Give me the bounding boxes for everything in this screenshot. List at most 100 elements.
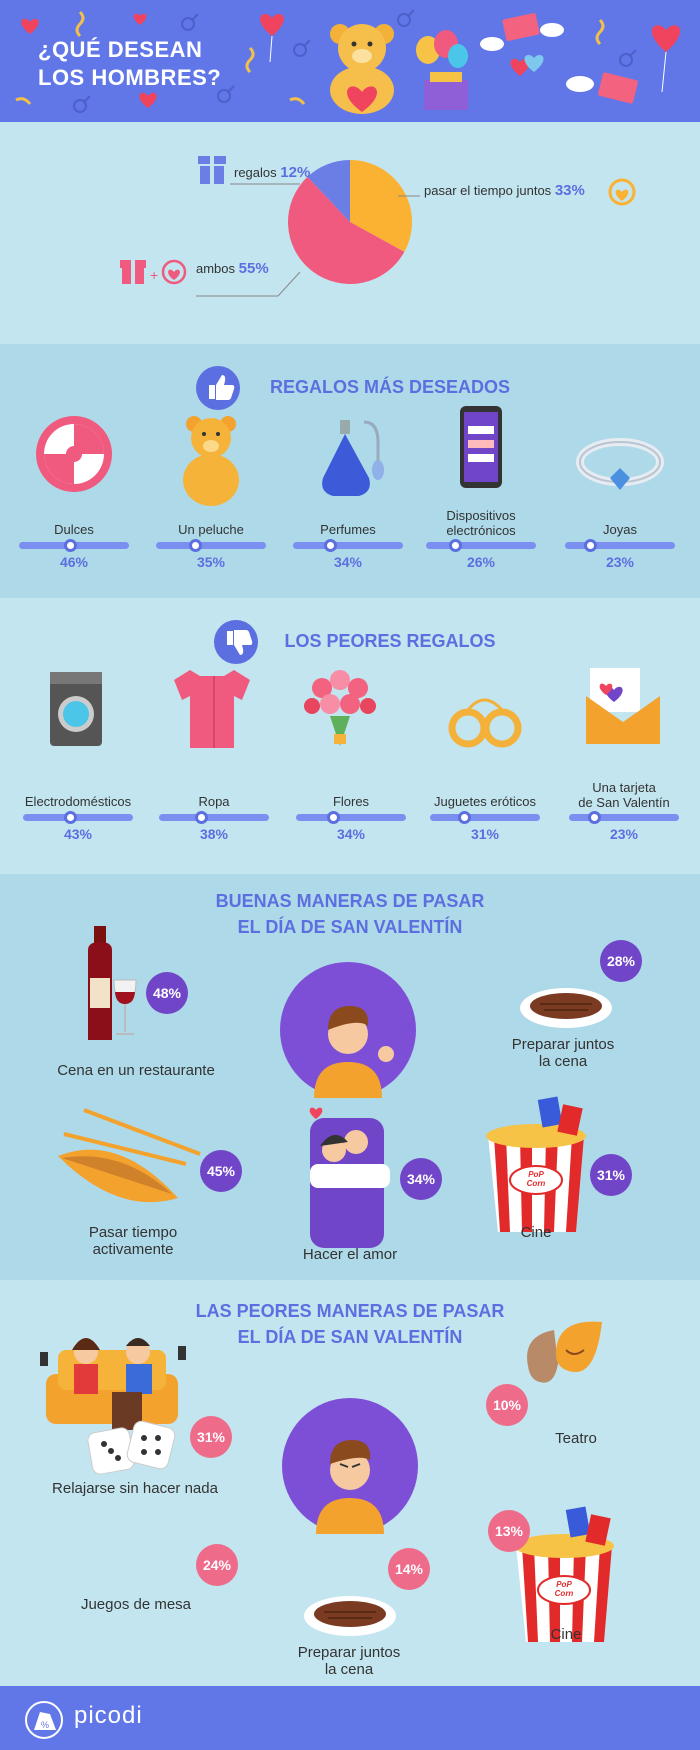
caption-juegos: Juegos de mesa — [80, 1596, 192, 1613]
pie-label-ambos-pct: 55% — [238, 260, 269, 277]
value-bar-knob — [588, 811, 602, 824]
caption-line-1: Pasar tiempo — [88, 1224, 178, 1241]
caption-line-2: la cena — [538, 1053, 588, 1070]
thumbs-down-icon — [214, 620, 258, 664]
item-label: Ropa — [198, 794, 230, 809]
value-label: 23% — [605, 554, 635, 570]
title-line-2: LOS HOMBRES? — [38, 65, 222, 90]
pie-label-tiempo: pasar el tiempo juntos 33% — [424, 182, 585, 199]
bubble-cena-restaurante: 48% — [146, 972, 188, 1014]
caption-line-2: la cena — [324, 1661, 374, 1678]
value-bar — [565, 539, 675, 552]
bubble-cine: 13% — [488, 1510, 530, 1552]
svg-text:%: % — [41, 1720, 49, 1730]
value-label: 23% — [609, 826, 639, 842]
bubble-tiempo-activo: 45% — [200, 1150, 242, 1192]
popcorn-label-2: Corn — [554, 1589, 574, 1598]
pie-label-regalos: regalos 12% — [234, 164, 310, 181]
item-label: Una tarjeta de San Valentín — [564, 780, 684, 810]
teddy-bear-icon — [183, 416, 239, 506]
shirt-icon — [174, 670, 250, 748]
item-label: Perfumes — [320, 522, 376, 537]
item-label: Dulces — [54, 522, 94, 537]
value-bar-knob — [63, 539, 77, 552]
most-wanted-gifts-section: REGALOS MÁS DESEADOS — [0, 344, 700, 598]
pie-label-regalos-pct: 12% — [280, 164, 311, 181]
footer: % picodi — [0, 1686, 700, 1750]
bubble-teatro: 10% — [486, 1384, 528, 1426]
ring-icon — [576, 438, 664, 490]
item-label: Dispositivos electrónicos — [421, 508, 541, 538]
item-label: Joyas — [603, 522, 637, 537]
value-bar-knob — [64, 811, 78, 824]
value-bar — [23, 811, 133, 824]
couple-on-sofa-icon — [40, 1338, 186, 1430]
male-symbol-icon — [73, 9, 637, 113]
header-decorations — [15, 9, 681, 114]
value-bar — [430, 811, 540, 824]
item-label-line-2: de San Valentín — [578, 795, 670, 810]
bubble-relajarse: 31% — [190, 1416, 232, 1458]
heart-clock-icon — [608, 178, 636, 206]
good-ways-section: BUENAS MANERAS DE PASAR EL DÍA DE SAN VA… — [0, 874, 700, 1280]
popcorn-label-1: PoP — [528, 1170, 544, 1179]
heart-icon — [139, 92, 157, 108]
worst-gifts-icons — [50, 668, 660, 748]
caption-cena-restaurante: Cena en un restaurante — [57, 1062, 215, 1079]
most-wanted-title: REGALOS MÁS DESEADOS — [269, 377, 511, 397]
good-ways-title-line-1: BUENAS MANERAS DE PASAR — [215, 891, 485, 911]
envelope-icon — [502, 13, 638, 104]
value-bar-knob — [327, 811, 341, 824]
heart-icon — [21, 18, 39, 34]
popcorn-box-label: PoP Corn — [544, 1580, 584, 1598]
caption-cena-juntos: Preparar juntos la cena — [488, 1036, 638, 1070]
value-bar — [569, 811, 679, 824]
caption-line-1: Preparar juntos — [511, 1036, 615, 1053]
pie-label-ambos: ambos 55% — [196, 260, 269, 277]
page-title: ¿QUÉ DESEAN LOS HOMBRES? — [38, 36, 221, 92]
bubble-cena: 14% — [388, 1548, 430, 1590]
canoe-icon — [58, 1108, 201, 1203]
heart-icon — [510, 58, 530, 76]
value-bar — [19, 539, 129, 552]
gift-icon — [198, 156, 226, 184]
most-wanted-icons — [36, 406, 664, 506]
confetti-icon — [15, 10, 605, 105]
caption-line-2: activamente — [92, 1241, 174, 1258]
bubble-cena-juntos: 28% — [600, 940, 642, 982]
popcorn-icon — [514, 1506, 614, 1642]
item-label-line-1: Dispositivos — [446, 508, 516, 523]
smartphone-icon — [460, 406, 502, 488]
heart-icon — [524, 54, 544, 72]
brand-name: picodi — [74, 1702, 143, 1729]
bubble-cine: 31% — [590, 1154, 632, 1196]
value-bar-knob — [458, 811, 472, 824]
heart-icon — [260, 14, 284, 36]
popcorn-box-label: PoP Corn — [516, 1170, 556, 1188]
caption-relajarse: Relajarse sin hacer nada — [52, 1480, 218, 1497]
value-bar — [159, 811, 269, 824]
heart-icon — [133, 13, 147, 25]
item-label-line-1: Una tarjeta — [592, 780, 656, 795]
pie-label-tiempo-pct: 33% — [554, 182, 585, 199]
worst-gifts-title: LOS PEORES REGALOS — [284, 631, 496, 651]
value-label: 34% — [333, 554, 363, 570]
pie-chart-section: + regalos 12% pasar el tiempo juntos 33%… — [0, 122, 700, 344]
pie-slice-ambos — [288, 176, 405, 284]
item-label: Un peluche — [178, 522, 244, 537]
good-ways-title-line-2: EL DÍA DE SAN VALENTÍN — [237, 917, 463, 937]
man-thumbs-up-icon — [314, 1006, 394, 1098]
value-label: 46% — [59, 554, 89, 570]
pie-slice-pasar-el-tiempo-juntos — [350, 160, 413, 252]
caption-line-1: Preparar juntos — [297, 1644, 401, 1661]
value-bar — [293, 539, 403, 552]
bad-ways-illustrations — [40, 1321, 614, 1642]
dove-icon — [480, 23, 594, 92]
perfume-icon — [322, 420, 384, 496]
pie-chart: + — [120, 156, 636, 297]
title-line-1: ¿QUÉ DESEAN — [38, 37, 203, 62]
item-label: Flores — [332, 794, 370, 809]
caption-cine: Cine — [520, 1224, 552, 1241]
caption-cena: Preparar juntos la cena — [274, 1644, 424, 1678]
good-ways-illustrations — [58, 926, 612, 1248]
